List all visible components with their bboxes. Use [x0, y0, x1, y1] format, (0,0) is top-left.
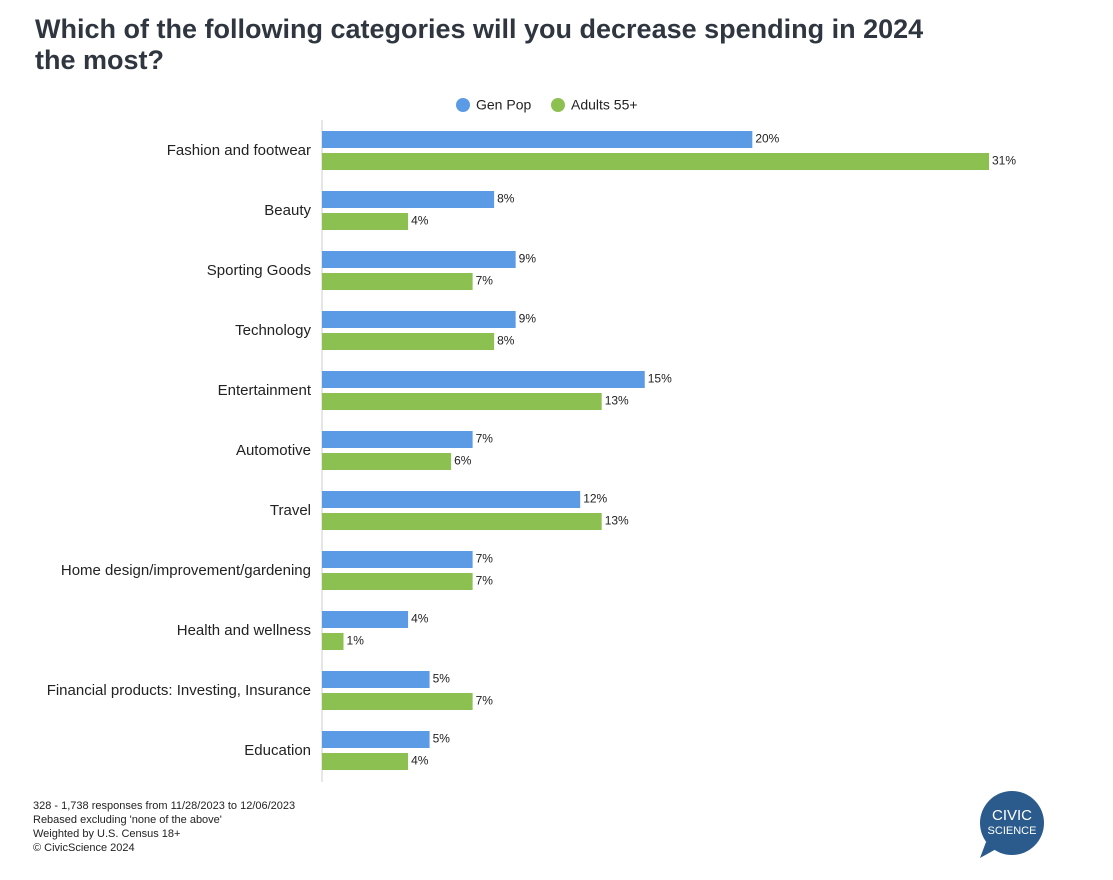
bar — [322, 273, 473, 290]
category-label: Travel — [270, 502, 311, 519]
bar — [322, 431, 473, 448]
bar — [322, 251, 516, 268]
value-label: 5% — [433, 732, 451, 746]
bar — [322, 513, 602, 530]
value-label: 4% — [411, 754, 429, 768]
bar — [322, 371, 645, 388]
bar — [322, 731, 430, 748]
bar — [322, 213, 409, 230]
category-label: Fashion and footwear — [167, 142, 311, 159]
category-label: Entertainment — [218, 382, 312, 399]
category-label: Health and wellness — [177, 622, 311, 639]
value-label: 8% — [497, 334, 515, 348]
legend-label: Gen Pop — [476, 97, 531, 113]
value-label: 31% — [992, 154, 1016, 168]
bar — [322, 551, 473, 568]
footnote: Rebased excluding 'none of the above' — [33, 814, 222, 826]
value-label: 8% — [497, 192, 515, 206]
bar — [322, 671, 430, 688]
category-label: Home design/improvement/gardening — [61, 562, 311, 579]
value-label: 13% — [605, 514, 629, 528]
category-label: Financial products: Investing, Insurance — [47, 682, 311, 699]
value-label: 20% — [755, 132, 779, 146]
value-label: 1% — [347, 634, 365, 648]
value-label: 7% — [476, 552, 494, 566]
bar — [322, 693, 473, 710]
value-label: 4% — [411, 612, 429, 626]
category-label: Education — [244, 742, 311, 759]
value-label: 15% — [648, 372, 672, 386]
chart-title: Which of the following categories will y… — [35, 14, 924, 75]
value-label: 4% — [411, 214, 429, 228]
bar — [322, 633, 344, 650]
footnote: Weighted by U.S. Census 18+ — [33, 828, 180, 840]
bar — [322, 753, 409, 770]
legend-marker — [551, 98, 565, 112]
footnote: 328 - 1,738 responses from 11/28/2023 to… — [33, 800, 295, 812]
bar — [322, 453, 452, 470]
bar — [322, 491, 581, 508]
bar — [322, 333, 495, 350]
bar — [322, 153, 989, 170]
bar — [322, 131, 753, 148]
value-label: 9% — [519, 252, 537, 266]
value-label: 13% — [605, 394, 629, 408]
logo-circle — [980, 791, 1044, 855]
value-label: 7% — [476, 574, 494, 588]
value-label: 7% — [476, 432, 494, 446]
legend-marker — [456, 98, 470, 112]
value-label: 7% — [476, 274, 494, 288]
legend-label: Adults 55+ — [571, 97, 638, 113]
category-label: Technology — [235, 322, 311, 339]
value-label: 7% — [476, 694, 494, 708]
bar — [322, 393, 602, 410]
value-label: 12% — [583, 492, 607, 506]
value-label: 5% — [433, 672, 451, 686]
category-label: Sporting Goods — [207, 262, 311, 279]
category-label: Automotive — [236, 442, 311, 459]
logo-text: CIVIC — [992, 807, 1032, 824]
footnote: © CivicScience 2024 — [33, 842, 135, 854]
logo-text: SCIENCE — [988, 825, 1037, 837]
bar — [322, 311, 516, 328]
category-label: Beauty — [264, 202, 311, 219]
bar — [322, 191, 495, 208]
bar — [322, 573, 473, 590]
value-label: 9% — [519, 312, 537, 326]
bar — [322, 611, 409, 628]
value-label: 6% — [454, 454, 472, 468]
